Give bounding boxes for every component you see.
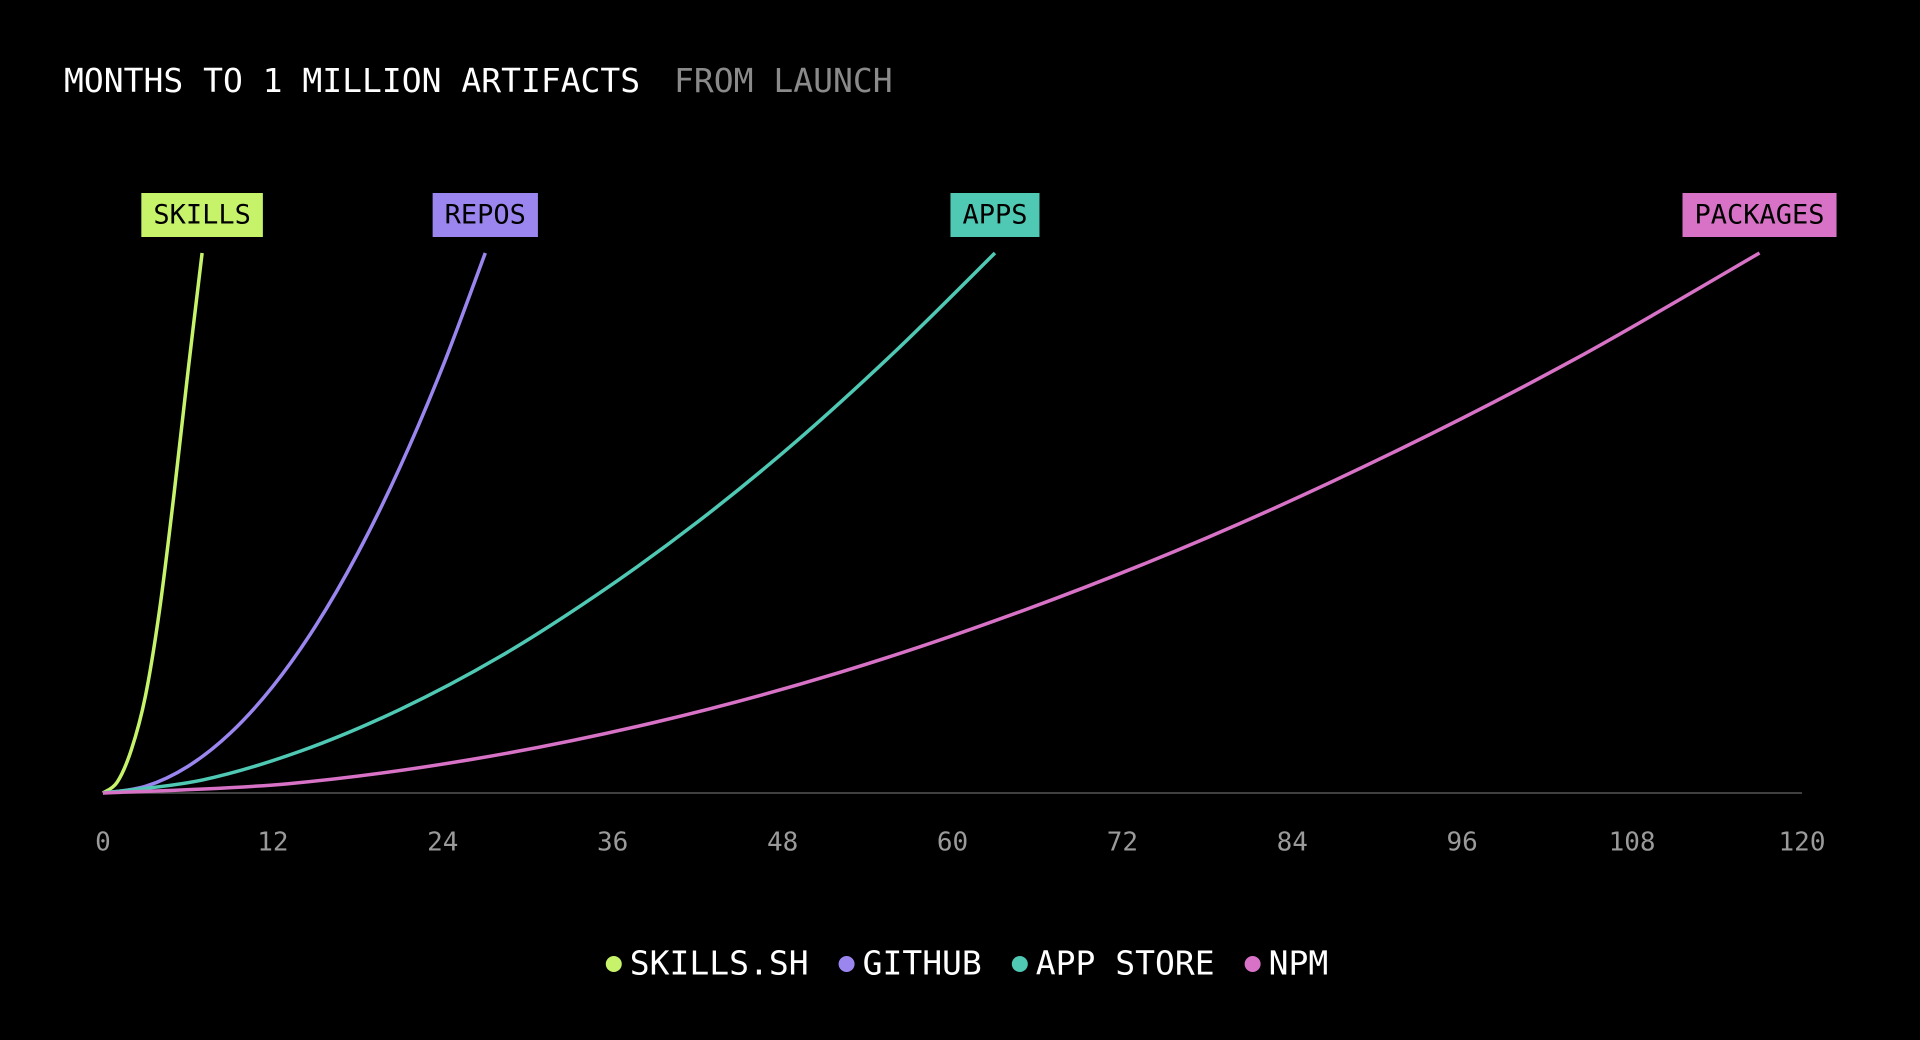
series-line [102,251,1761,795]
series-label: SKILLS [153,200,251,231]
chart-subtitle: FROM LAUNCH [674,61,893,100]
series-label: REPOS [445,200,526,231]
legend-marker [1244,956,1261,972]
x-tick-label: 24 [427,828,458,858]
legend-label: SKILLS.SH [630,944,809,983]
x-tick-label: 120 [1779,828,1826,858]
x-tick-label: 60 [937,828,968,858]
legend-marker [605,956,622,972]
series-line [102,252,487,795]
legend-label: NPM [1269,944,1329,983]
series-label: PACKAGES [1695,200,1825,231]
legend-marker [1011,956,1028,972]
series-label-box [141,193,263,237]
chart-title: MONTHS TO 1 MILLION ARTIFACTS [64,61,640,100]
x-tick-label: 84 [1277,828,1308,858]
series-label-box [950,193,1040,237]
chart-title-line: MONTHS TO 1 MILLION ARTIFACTS FROM LAUNC… [64,61,893,100]
legend-label: APP STORE [1036,944,1215,983]
series-label-box [1682,193,1837,237]
x-tick-label: 36 [597,828,628,858]
x-tick-label: 48 [767,828,798,858]
x-tick-label: 12 [257,828,288,858]
legend-marker [838,956,855,972]
series-label-box [432,193,538,237]
x-tick-label: 108 [1609,828,1656,858]
x-tick-label: 96 [1447,828,1478,858]
series-line [102,251,997,795]
legend: SKILLS.SH GITHUB APP STORE NPM [605,944,1329,983]
x-tick-label: 0 [95,828,111,858]
x-tick-label: 72 [1107,828,1138,858]
series-label: APPS [962,200,1027,231]
series-line [101,252,204,795]
legend-label: GITHUB [863,944,982,983]
